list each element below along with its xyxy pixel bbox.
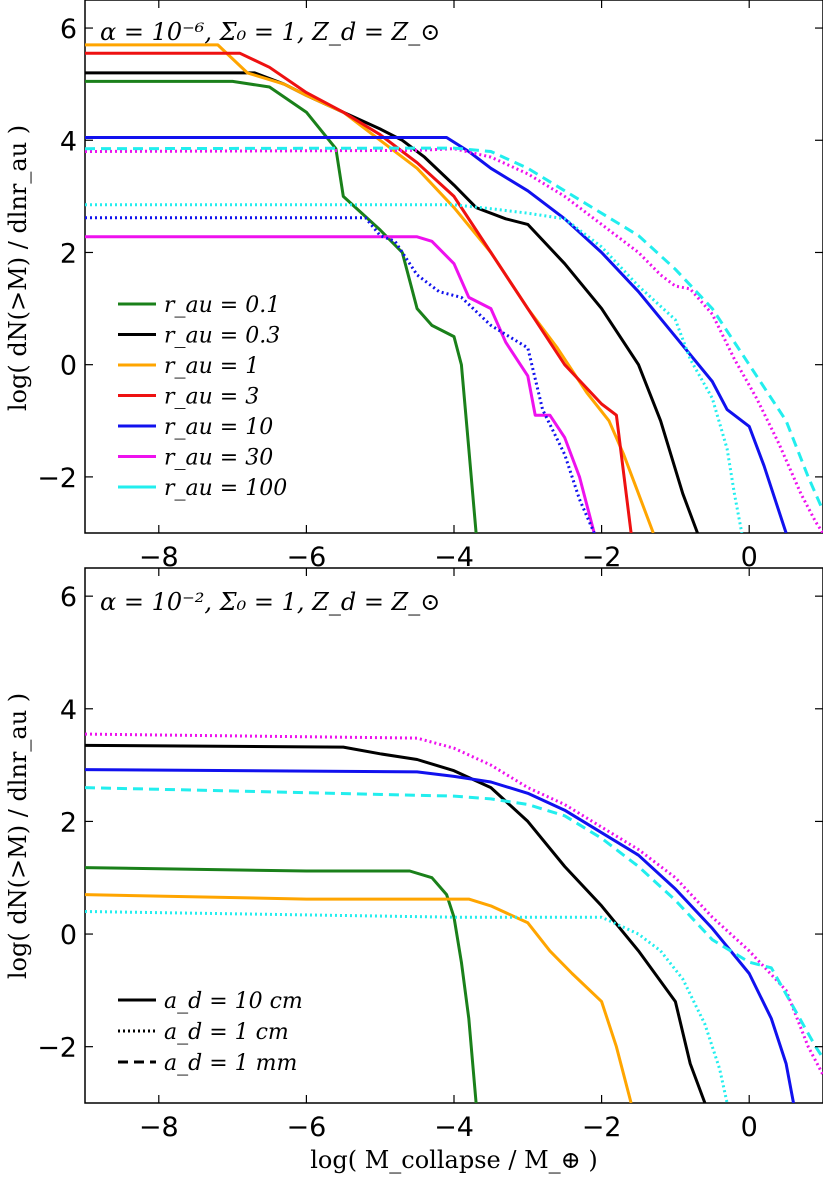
bottom-legend: a_d = 10 cm a_d = 1 cm a_d = 1 mm <box>118 989 303 1076</box>
top-series-line-7 <box>85 216 596 533</box>
top-legend-label: r_au = 0.3 <box>164 324 280 349</box>
bottom-panel: −8 −6 −4 −2 0 −2 0 2 4 6 α = 10⁻², Σ₀ = 1, Z_d = … <box>4 567 823 1174</box>
top-legend-label: r_au = 10 <box>164 415 273 440</box>
bottom-y-tick-label: −2 <box>37 1033 77 1064</box>
top-series-line-2 <box>85 43 655 533</box>
bottom-y-tick-label: 2 <box>60 807 77 838</box>
bottom-x-tick-label: 0 <box>741 1112 758 1143</box>
bottom-series-line-2 <box>85 768 795 1103</box>
top-y-tick-label: 0 <box>60 351 77 382</box>
top-y-axis-label: log( dN(>M) / dlnr_au ) <box>4 125 32 411</box>
bottom-ticks: −8 −6 −4 −2 0 −2 0 2 4 6 <box>37 568 823 1143</box>
bottom-series-group <box>85 732 823 1103</box>
top-legend-label: r_au = 100 <box>164 476 287 501</box>
top-y-tick-label: 6 <box>60 14 77 45</box>
bottom-x-tick-label: −4 <box>434 1112 474 1143</box>
bottom-legend-label: a_d = 10 cm <box>164 989 303 1014</box>
top-series-line-6 <box>85 147 823 533</box>
bottom-series-line-3 <box>85 786 823 1059</box>
top-legend: r_au = 0.1 r_au = 0.3 r_au = 1 r_au = 3 r_au… <box>118 293 287 501</box>
top-series-line-4 <box>85 136 788 533</box>
bottom-series-line-1 <box>85 743 707 1103</box>
top-y-tick-label: 4 <box>60 126 77 157</box>
bottom-x-tick-label: −6 <box>286 1112 326 1143</box>
top-legend-label: r_au = 1 <box>164 354 259 379</box>
top-series-line-9 <box>85 146 823 512</box>
bottom-legend-label: a_d = 1 mm <box>164 1051 297 1076</box>
bottom-x-tick-label: −2 <box>582 1112 622 1143</box>
bottom-x-axis-label: log( M_collapse / M_⊕ ) <box>310 1146 598 1174</box>
top-y-tick-label: −2 <box>37 463 77 494</box>
bottom-panel-title: α = 10⁻², Σ₀ = 1, Z_d = Z_⊙ <box>100 588 440 616</box>
top-y-tick-label: 2 <box>60 238 77 269</box>
top-panel-title: α = 10⁻⁶, Σ₀ = 1, Z_d = Z_⊙ <box>100 18 440 46</box>
top-series-group <box>85 43 823 533</box>
top-legend-label: r_au = 0.1 <box>164 293 280 318</box>
bottom-y-axis-label: log( dN(>M) / dlnr_au ) <box>4 693 32 979</box>
top-series-line-5 <box>85 235 596 533</box>
bottom-x-tick-label: −8 <box>139 1112 179 1143</box>
top-legend-label: r_au = 3 <box>164 385 259 410</box>
top-series-line-3 <box>85 51 633 533</box>
top-legend-label: r_au = 30 <box>164 446 273 471</box>
bottom-y-tick-label: 4 <box>60 695 77 726</box>
bottom-series-line-4 <box>85 866 478 1103</box>
bottom-legend-label: a_d = 1 cm <box>164 1020 289 1045</box>
bottom-y-tick-label: 0 <box>60 920 77 951</box>
top-x-tick-label: 0 <box>741 542 758 573</box>
top-series-line-8 <box>85 203 744 533</box>
bottom-series-line-5 <box>85 893 633 1103</box>
bottom-y-tick-label: 6 <box>60 582 77 613</box>
